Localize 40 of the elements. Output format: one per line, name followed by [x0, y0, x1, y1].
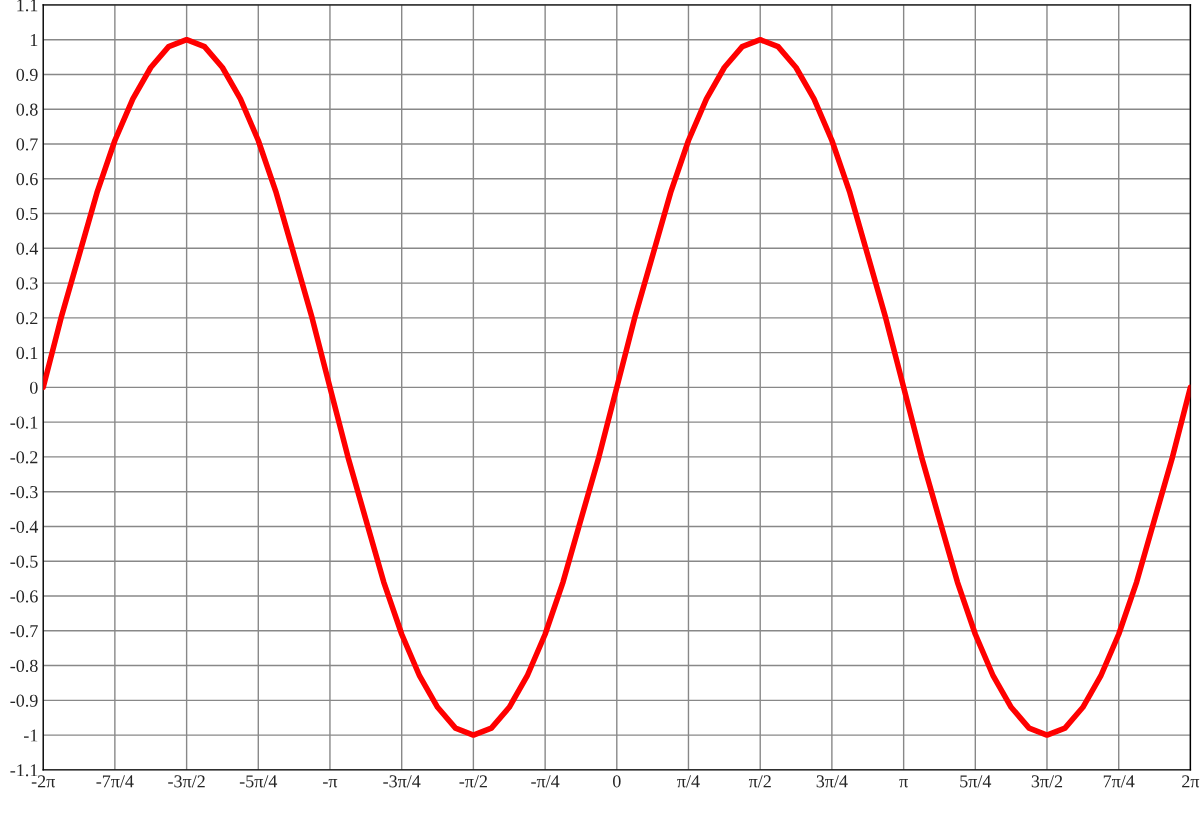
- x-tick-label: -3π/4: [383, 775, 421, 788]
- y-tick-label: -1: [23, 729, 38, 742]
- y-tick-label: 0.4: [16, 242, 39, 255]
- x-tick-label: -7π/4: [96, 775, 134, 788]
- x-tick-label: -3π/2: [168, 775, 205, 788]
- y-tick-label: 0.1: [16, 346, 38, 360]
- x-tick-label: -π/4: [531, 775, 560, 788]
- y-tick-label: -0.7: [10, 625, 38, 638]
- y-tick-label: 1.1: [17, 0, 38, 12]
- x-tick-label: 5π/4: [960, 775, 992, 788]
- y-tick-label: -1.1: [10, 764, 38, 777]
- y-tick-label: -0.1: [10, 416, 38, 429]
- x-tick-label: 3π/4: [816, 775, 848, 788]
- x-tick-label: 0: [612, 775, 621, 788]
- y-tick-label: -0.2: [10, 451, 38, 464]
- y-tick-label: -0.8: [10, 659, 38, 673]
- y-tick-label: -0.6: [10, 590, 38, 603]
- x-tick-label: -π: [323, 778, 338, 788]
- y-tick-label: 0.6: [16, 173, 38, 186]
- y-tick-label: -0.3: [10, 485, 38, 499]
- y-tick-label: 0.7: [16, 138, 38, 151]
- x-tick-label: -π/2: [459, 775, 487, 788]
- y-tick-label: 0.9: [16, 68, 38, 81]
- y-tick-label: -0.5: [10, 555, 38, 568]
- y-tick-label: -0.4: [10, 520, 39, 533]
- y-tick-label: 0.2: [16, 312, 38, 325]
- x-tick-label: π/2: [748, 775, 771, 788]
- x-tick-label: π: [899, 778, 908, 788]
- x-tick-label: π/4: [677, 775, 700, 788]
- y-tick-label: 1: [30, 34, 38, 46]
- x-tick-label: -2π: [31, 775, 55, 788]
- y-tick-label: 0.8: [16, 103, 38, 116]
- x-tick-label: -5π/4: [239, 775, 278, 788]
- x-tick-label: 2π: [1182, 775, 1200, 788]
- x-tick-label: 3π/2: [1031, 775, 1063, 788]
- y-tick-label: -0.9: [10, 694, 38, 707]
- y-tick-label: 0.3: [16, 277, 38, 290]
- y-tick-label: 0: [30, 381, 38, 394]
- x-tick-label: 7π/4: [1103, 775, 1135, 788]
- y-tick-label: 0.5: [16, 207, 38, 221]
